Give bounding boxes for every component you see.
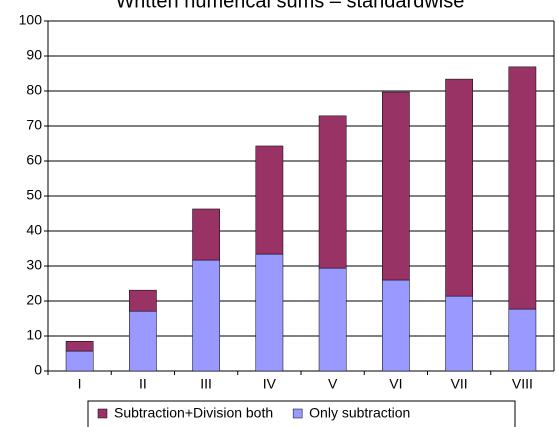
bar-segment — [318, 267, 347, 372]
bar-segment — [192, 259, 220, 372]
y-tick-label: 50 — [26, 187, 42, 203]
bar-segment — [129, 289, 157, 312]
x-tick-label: I — [78, 376, 82, 392]
chart-title: Written numerical sums – standardwise — [116, 0, 465, 12]
y-tick-label: 100 — [19, 12, 43, 28]
x-tick-label: III — [200, 376, 212, 392]
y-tick-label: 80 — [26, 82, 42, 98]
x-tick-label: VII — [451, 376, 468, 392]
bar-segment — [192, 208, 220, 261]
bar-segment — [445, 295, 473, 372]
bar-segment — [318, 115, 347, 269]
bar-segment — [129, 310, 157, 372]
bar-segment — [382, 279, 410, 372]
y-tick-label: 20 — [26, 292, 42, 308]
legend-swatch — [292, 408, 303, 419]
x-tick-label: IV — [263, 376, 277, 392]
bar-segment — [255, 253, 284, 372]
legend-label: Only subtraction — [309, 405, 410, 421]
bar-segment — [255, 145, 284, 255]
x-tick-label: VI — [389, 376, 402, 392]
bar-segment — [508, 308, 537, 372]
x-tick-label: II — [139, 376, 147, 392]
y-tick-label: 40 — [26, 222, 42, 238]
y-tick-label: 30 — [26, 257, 42, 273]
y-tick-label: 60 — [26, 152, 42, 168]
legend-label: Subtraction+Division both — [114, 405, 273, 421]
bar-segment — [382, 91, 410, 281]
y-tick-label: 0 — [34, 362, 42, 378]
bar-segment — [508, 66, 537, 310]
bar-segment — [445, 78, 473, 297]
y-tick-label: 90 — [26, 47, 42, 63]
y-tick-label: 70 — [26, 117, 42, 133]
y-tick-label: 10 — [26, 327, 42, 343]
bar-segment — [65, 341, 94, 352]
x-tick-label: VIII — [512, 376, 533, 392]
bar-segment — [65, 350, 94, 372]
x-tick-label: V — [328, 376, 338, 392]
legend-swatch — [97, 408, 108, 419]
